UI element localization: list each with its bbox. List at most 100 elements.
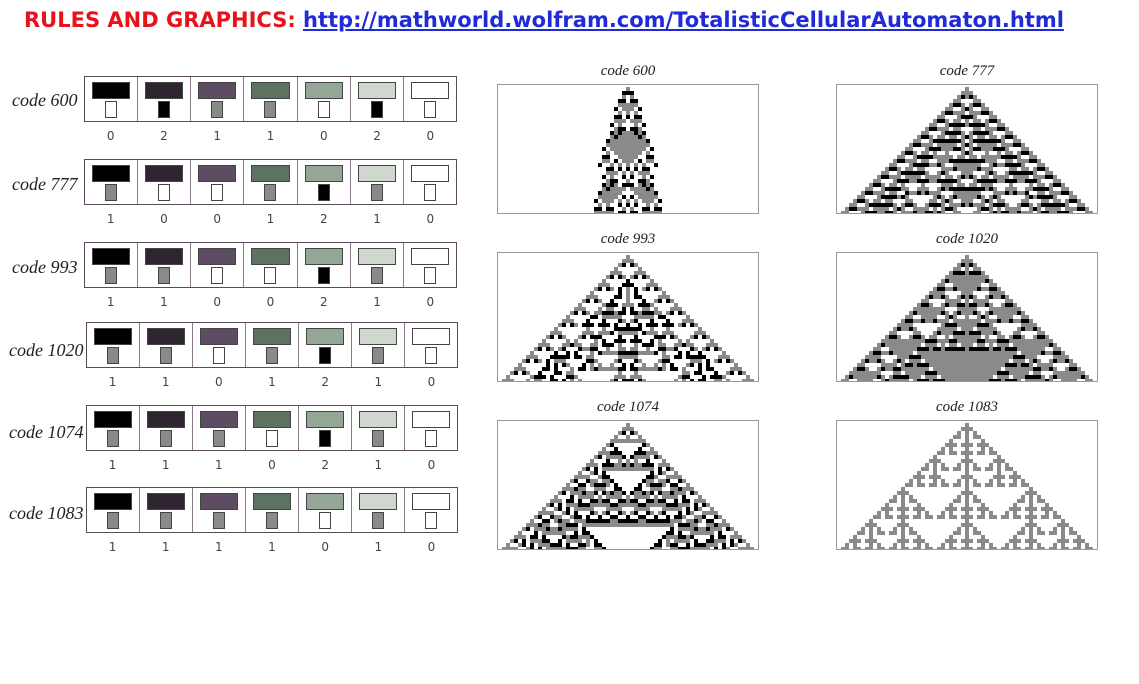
pattern-cell xyxy=(933,459,937,463)
pattern-cell xyxy=(574,307,578,311)
pattern-cell xyxy=(630,339,634,343)
pattern-cell xyxy=(973,119,977,123)
pattern-cell xyxy=(953,163,957,167)
pattern-cell xyxy=(598,335,602,339)
pattern-cell xyxy=(678,531,682,535)
pattern-cell xyxy=(710,367,714,371)
pattern-cell xyxy=(646,303,650,307)
pattern-cell xyxy=(554,527,558,531)
pattern-cell xyxy=(694,503,698,507)
pattern-cell xyxy=(869,351,873,355)
pattern-cell xyxy=(1025,191,1029,195)
pattern-cell xyxy=(702,331,706,335)
pattern-cell xyxy=(941,187,945,191)
pattern-cell xyxy=(941,279,945,283)
pattern-cell xyxy=(1033,379,1037,381)
pattern-cell xyxy=(654,547,658,549)
mathworld-link[interactable]: http://mathworld.wolfram.com/TotalisticC… xyxy=(303,8,1064,32)
pattern-cell xyxy=(610,479,614,483)
pattern-cell xyxy=(602,447,606,451)
pattern-cell xyxy=(722,375,726,379)
pattern-cell xyxy=(889,351,893,355)
pattern-cell xyxy=(1009,179,1013,183)
pattern-cell xyxy=(1013,547,1017,549)
pattern-cell xyxy=(1009,183,1013,187)
pattern-cell xyxy=(642,507,646,511)
pattern-cell xyxy=(913,175,917,179)
pattern-cell xyxy=(941,451,945,455)
pattern-cell xyxy=(957,179,961,183)
pattern-cell xyxy=(957,431,961,435)
pattern-cell xyxy=(638,467,642,471)
pattern-cell xyxy=(538,343,542,347)
pattern-cell xyxy=(1005,211,1009,213)
pattern-cell xyxy=(1005,147,1009,151)
pattern-cell xyxy=(873,207,877,211)
pattern-cell xyxy=(961,271,965,275)
pattern-cell xyxy=(698,327,702,331)
pattern-cell xyxy=(518,531,522,535)
pattern-cell xyxy=(698,547,702,549)
pattern-cell xyxy=(1089,379,1093,381)
pattern-cell xyxy=(965,483,969,487)
pattern-cell xyxy=(534,515,538,519)
pattern-cell xyxy=(905,515,909,519)
rule-digit: 0 xyxy=(321,540,329,554)
pattern-cell xyxy=(662,359,666,363)
pattern-cell xyxy=(534,379,538,381)
pattern-cell xyxy=(985,367,989,371)
pattern-cell xyxy=(634,491,638,495)
pattern-cell xyxy=(1029,375,1033,379)
pattern-cell xyxy=(933,367,937,371)
pattern-cell xyxy=(905,367,909,371)
pattern-cell xyxy=(626,287,630,291)
pattern-cell xyxy=(634,131,638,135)
pattern-cell xyxy=(622,311,626,315)
pattern-cell xyxy=(606,519,610,523)
pattern-cell xyxy=(1025,347,1029,351)
pattern-cell xyxy=(638,295,642,299)
pattern-cell xyxy=(1009,163,1013,167)
pattern-cell xyxy=(957,263,961,267)
pattern-cell xyxy=(578,499,582,503)
pattern-cell xyxy=(961,195,965,199)
pattern-cell xyxy=(965,175,969,179)
pattern-cell xyxy=(937,327,941,331)
pattern-cell xyxy=(889,335,893,339)
pattern-cell xyxy=(546,511,550,515)
pattern-cell xyxy=(961,323,965,327)
pattern-cell xyxy=(682,491,686,495)
pattern-cell xyxy=(965,307,969,311)
pattern-cell xyxy=(885,339,889,343)
pattern-cell xyxy=(949,359,953,363)
neighborhood-swatch xyxy=(304,82,343,99)
pattern-cell xyxy=(1021,211,1025,213)
pattern-cell xyxy=(929,295,933,299)
pattern-cell xyxy=(618,327,622,331)
pattern-cell xyxy=(1037,371,1041,375)
pattern-cell xyxy=(1013,143,1017,147)
pattern-cell xyxy=(957,283,961,287)
pattern-cell xyxy=(602,331,606,335)
pattern-cell xyxy=(929,199,933,203)
pattern-cell xyxy=(606,159,610,163)
pattern-cell xyxy=(981,179,985,183)
pattern-cell xyxy=(642,315,646,319)
pattern-cell xyxy=(1021,527,1025,531)
pattern-cell xyxy=(670,527,674,531)
pattern-cell xyxy=(1005,515,1009,519)
pattern-cell xyxy=(730,371,734,375)
pattern-cell xyxy=(997,211,1001,213)
pattern-cell xyxy=(662,483,666,487)
pattern-cell xyxy=(877,343,881,347)
pattern-cell xyxy=(570,527,574,531)
pattern-cell xyxy=(997,147,1001,151)
pattern-cell xyxy=(969,155,973,159)
pattern-cell xyxy=(558,355,562,359)
pattern-cell xyxy=(937,379,941,381)
pattern-cell xyxy=(873,359,877,363)
pattern-cell xyxy=(953,287,957,291)
pattern-cell xyxy=(610,523,614,527)
pattern-cell xyxy=(622,127,626,131)
pattern-cell xyxy=(670,491,674,495)
